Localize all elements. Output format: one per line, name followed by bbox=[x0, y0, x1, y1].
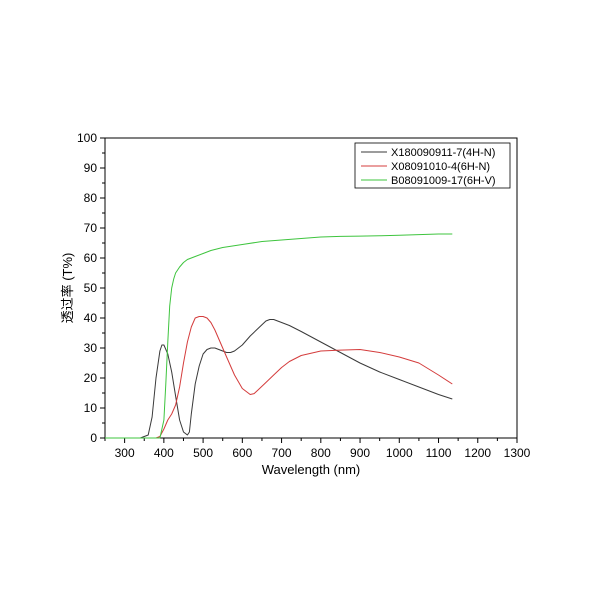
x-tick-label: 1100 bbox=[426, 446, 452, 460]
y-tick-label: 0 bbox=[90, 431, 97, 445]
legend-label-series-3: B08091009-17(6H-V) bbox=[391, 175, 496, 187]
series-line-1 bbox=[105, 319, 453, 439]
x-axis-title: Wavelength (nm) bbox=[262, 462, 361, 477]
legend: X180090911-7(4H-N) X08091010-4(6H-N) B08… bbox=[354, 142, 511, 189]
y-tick-label: 40 bbox=[84, 311, 98, 325]
x-tick-label: 1300 bbox=[504, 446, 531, 460]
series-lines bbox=[105, 233, 453, 439]
y-tick-label: 50 bbox=[84, 281, 98, 295]
y-axis-title: 透过率 (T%) bbox=[60, 253, 75, 324]
y-tick-label: 70 bbox=[84, 221, 98, 235]
series-line-3 bbox=[105, 233, 453, 439]
x-tick-label: 400 bbox=[154, 446, 174, 460]
x-tick-label: 700 bbox=[272, 446, 292, 460]
x-tick-label: 900 bbox=[350, 446, 370, 460]
y-tick-label: 100 bbox=[77, 131, 97, 145]
y-tick-label: 80 bbox=[84, 191, 98, 205]
legend-label-series-1: X180090911-7(4H-N) bbox=[391, 147, 495, 159]
x-tick-label: 500 bbox=[193, 446, 213, 460]
y-tick-label: 30 bbox=[84, 341, 98, 355]
x-tick-label: 600 bbox=[232, 446, 252, 460]
series-line-2 bbox=[105, 316, 453, 439]
axis-ticks: 300 400 500 600 700 800 900 1000 1100 1200 1300 0 10… bbox=[77, 131, 531, 460]
y-tick-label: 20 bbox=[84, 371, 98, 385]
y-tick-label: 60 bbox=[84, 251, 98, 265]
x-tick-label: 300 bbox=[115, 446, 135, 460]
y-tick-label: 10 bbox=[84, 401, 98, 415]
x-tick-label: 1000 bbox=[386, 446, 413, 460]
x-tick-label: 800 bbox=[311, 446, 331, 460]
legend-label-series-2: X08091010-4(6H-N) bbox=[391, 161, 490, 173]
y-tick-label: 90 bbox=[84, 161, 98, 175]
x-tick-label: 1200 bbox=[464, 446, 491, 460]
